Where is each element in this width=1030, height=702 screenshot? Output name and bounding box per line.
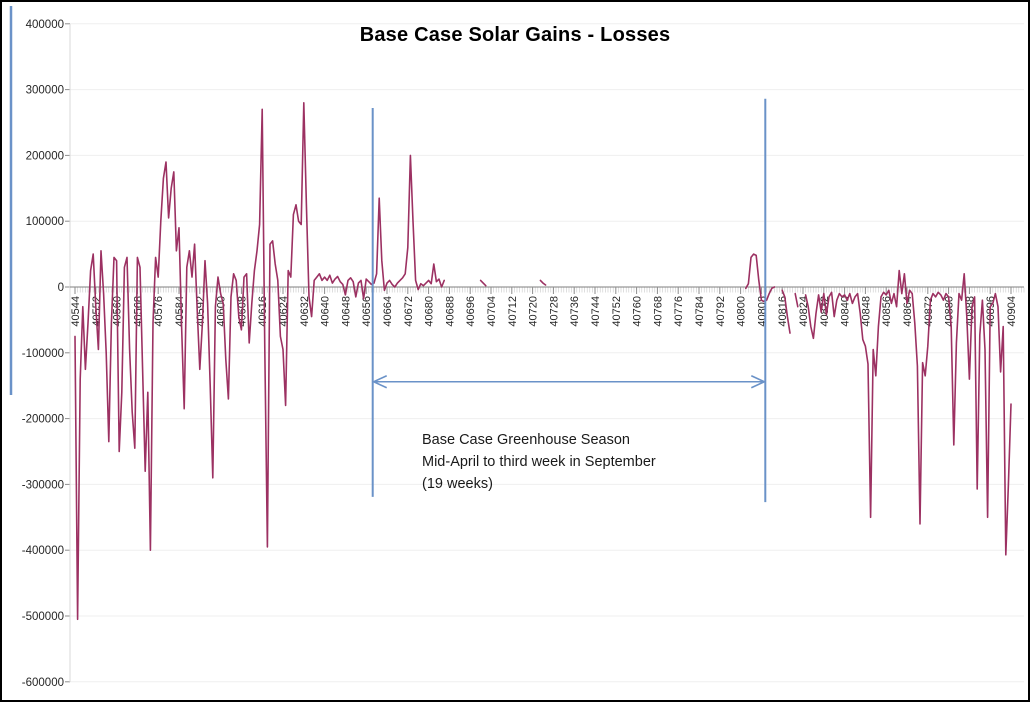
x-axis-label: 40752 — [611, 296, 623, 327]
x-axis-label: 40904 — [1006, 296, 1018, 327]
x-axis-label: 40672 — [403, 296, 415, 327]
series-line — [74, 102, 446, 621]
x-axis-label: 40640 — [320, 296, 332, 327]
x-axis-label: 40600 — [216, 296, 228, 327]
series-line — [781, 289, 791, 334]
y-axis-label: 300000 — [26, 85, 64, 97]
annotation-line-3: (19 weeks) — [422, 476, 493, 492]
season-arrowhead-left-icon — [371, 375, 388, 389]
x-axis-label: 40584 — [174, 296, 186, 327]
x-axis-label: 40792 — [715, 296, 727, 327]
x-axis-label: 40776 — [673, 296, 685, 327]
x-axis-label: 40744 — [590, 296, 602, 327]
x-axis-label: 40848 — [860, 296, 872, 327]
x-axis-label: 40800 — [736, 296, 748, 327]
y-axis-label: -600000 — [22, 677, 64, 689]
x-axis-label: 40680 — [424, 296, 436, 327]
series-line — [744, 253, 776, 303]
x-axis-label: 40896 — [985, 296, 997, 327]
y-axis-label: 200000 — [26, 150, 64, 162]
y-axis-label: -500000 — [22, 611, 64, 623]
series-line — [794, 292, 799, 308]
x-axis-label: 40768 — [652, 296, 664, 327]
y-axis-label: 100000 — [26, 216, 64, 228]
x-axis-label: 40656 — [361, 296, 373, 327]
x-axis-label: 40736 — [569, 296, 581, 327]
x-axis-label: 40872 — [923, 296, 935, 327]
x-axis-label: 40704 — [486, 296, 498, 327]
series-line — [539, 279, 547, 286]
x-axis-label: 40648 — [340, 296, 352, 327]
series-line — [804, 269, 1012, 556]
y-axis-label: -100000 — [22, 348, 64, 360]
season-annotation: Base Case Greenhouse Season Mid-April to… — [422, 429, 656, 495]
season-arrowhead-right-icon — [750, 375, 767, 389]
series-line — [479, 279, 487, 287]
y-axis-label: 0 — [58, 282, 64, 294]
x-axis-label: 40632 — [299, 296, 311, 327]
x-axis-label: 40696 — [465, 296, 477, 327]
x-axis-label: 40864 — [902, 296, 914, 327]
annotation-line-1: Base Case Greenhouse Season — [422, 432, 630, 448]
x-axis-label: 40616 — [257, 296, 269, 327]
y-axis-label: -200000 — [22, 414, 64, 426]
x-axis-label: 40784 — [694, 296, 706, 327]
x-axis-label: 40856 — [881, 296, 893, 327]
annotation-line-2: Mid-April to third week in September — [422, 454, 656, 470]
x-axis-label: 40760 — [632, 296, 644, 327]
chart-title: Base Case Solar Gains - Losses — [359, 24, 671, 46]
x-axis-label: 40688 — [444, 296, 456, 327]
x-axis-label: 40728 — [548, 296, 560, 327]
y-axis-label: -300000 — [22, 479, 64, 491]
x-axis-label: 40568 — [132, 296, 144, 327]
x-axis-label: 40720 — [528, 296, 540, 327]
x-axis-label: 40664 — [382, 296, 394, 327]
y-axis-label: -400000 — [22, 545, 64, 557]
x-axis-label: 40840 — [840, 296, 852, 327]
x-axis-label: 40544 — [70, 296, 82, 327]
x-axis-label: 40576 — [153, 296, 165, 327]
y-axis-label: 400000 — [26, 19, 64, 31]
x-axis-label: 40712 — [507, 296, 519, 327]
